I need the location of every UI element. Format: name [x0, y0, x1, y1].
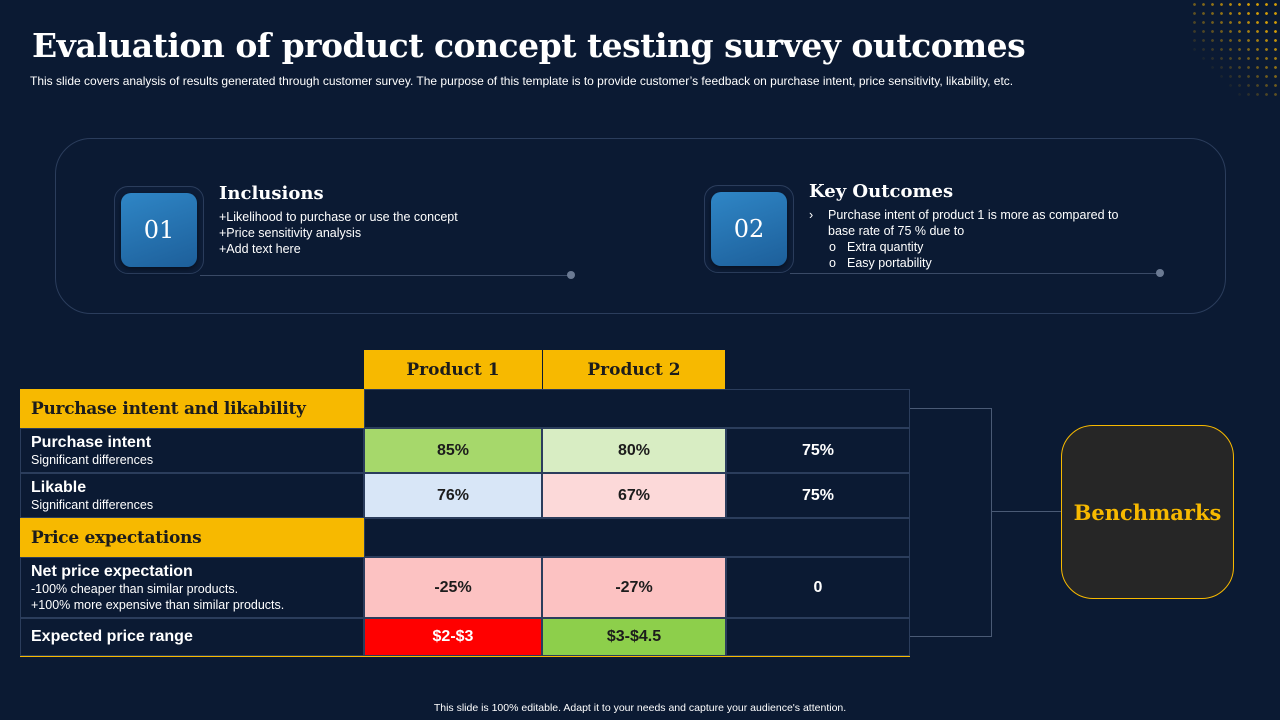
category-row: Price expectations [20, 518, 910, 557]
row-label: Net price expectation [31, 562, 193, 580]
benchmark-value: 75% [726, 473, 910, 518]
category-row: Purchase intent and likability [20, 389, 910, 428]
outcomes-heading: Key Outcomes [809, 181, 954, 202]
row-label-cell: Net price expectation -100% cheaper than… [20, 557, 364, 618]
badge-number: 01 [121, 193, 197, 267]
table-row: Expected price range $2-$3 $3-$4.5 [20, 618, 910, 656]
product-2-value: -27% [542, 557, 726, 618]
product-2-value: 67% [542, 473, 726, 518]
row-label-cell: Likable Significant differences [20, 473, 364, 518]
table-bottom-border [20, 656, 910, 657]
row-label-cell: Purchase intent Significant differences [20, 428, 364, 473]
row-sublabel: Significant differences [31, 452, 154, 467]
outcomes-bullet-line: Purchase intent of product 1 is more as … [828, 208, 1119, 222]
table-row: Purchase intent Significant differences … [20, 428, 910, 473]
inclusions-divider [200, 275, 570, 276]
inclusions-heading: Inclusions [219, 183, 324, 204]
row-label: Purchase intent [31, 433, 152, 451]
outcomes-sub-item: Easy portability [847, 256, 932, 270]
column-header-product-1: Product 1 [364, 350, 542, 389]
product-1-value: 76% [364, 473, 542, 518]
outcomes-bullet-line: base rate of 75 % due to [828, 224, 965, 238]
product-2-value: 80% [542, 428, 726, 473]
product-1-value: 85% [364, 428, 542, 473]
outcomes-divider-dot [1156, 269, 1164, 277]
row-sublabel: Significant differences [31, 497, 154, 512]
badge-number: 02 [711, 192, 787, 266]
bracket-top [910, 408, 992, 409]
bracket-bottom [910, 636, 992, 637]
category-row-fill [364, 389, 910, 428]
row-sublabel: +100% more expensive than similar produc… [31, 597, 285, 612]
benchmark-value [726, 618, 910, 656]
outcomes-sub-item: Extra quantity [847, 240, 924, 254]
table-row: Likable Significant differences 76% 67% … [20, 473, 910, 518]
page-title: Evaluation of product concept testing su… [32, 26, 1026, 65]
row-label-cell: Expected price range [20, 618, 364, 656]
inclusions-line: +Add text here [219, 242, 301, 256]
inclusions-number-badge: 01 [114, 186, 204, 274]
inclusions-line: +Price sensitivity analysis [219, 226, 362, 240]
category-label: Purchase intent and likability [20, 389, 364, 428]
row-label: Expected price range [31, 628, 193, 645]
category-row-fill [364, 518, 910, 557]
outcomes-number-badge: 02 [704, 185, 794, 273]
table-row: Net price expectation -100% cheaper than… [20, 557, 910, 618]
outcomes-divider [790, 273, 1160, 274]
inclusions-line: +Likelihood to purchase or use the conce… [219, 210, 458, 224]
outcomes-sub-marker: o [829, 256, 836, 270]
benchmarks-box: Benchmarks [1061, 425, 1234, 599]
inclusions-divider-dot [567, 271, 575, 279]
footer-note: This slide is 100% editable. Adapt it to… [433, 702, 847, 714]
decorative-dot-pattern [1190, 0, 1280, 100]
category-label: Price expectations [20, 518, 364, 557]
product-1-value: $2-$3 [364, 618, 542, 656]
row-label: Likable [31, 478, 87, 496]
bracket-connector [991, 511, 1061, 512]
bracket-vertical [991, 408, 992, 637]
summary-panel [55, 138, 1226, 314]
column-header-product-2: Product 2 [543, 350, 725, 389]
outcomes-bullet-marker: › [809, 208, 814, 222]
row-sublabel: -100% cheaper than similar products. [31, 581, 239, 596]
outcomes-sub-marker: o [829, 240, 836, 254]
benchmark-value: 0 [726, 557, 910, 618]
product-1-value: -25% [364, 557, 542, 618]
page-subtitle: This slide covers analysis of results ge… [30, 74, 1014, 88]
benchmark-value: 75% [726, 428, 910, 473]
product-2-value: $3-$4.5 [542, 618, 726, 656]
